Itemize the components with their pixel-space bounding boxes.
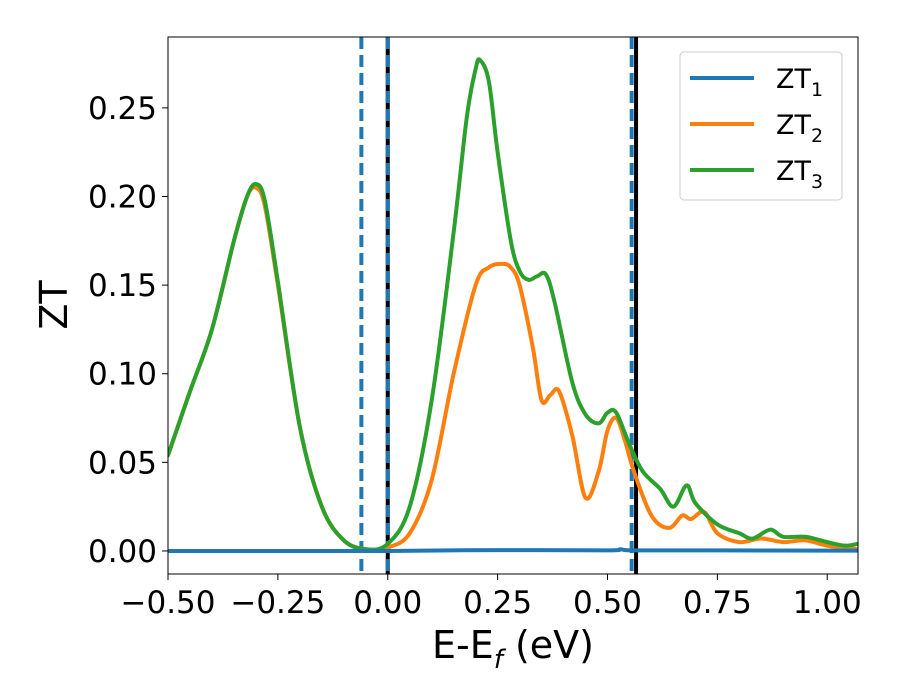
y-axis-label: ZT (32, 280, 76, 330)
y-tick-label: 0.20 (88, 180, 157, 216)
series-line-zt3 (168, 57, 858, 552)
plot-frame (167, 36, 859, 575)
y-tick-label: 0.25 (88, 91, 157, 127)
x-tick-label: 0.75 (683, 585, 752, 621)
x-tick-label: 1.00 (793, 585, 862, 621)
legend-label-zt1: ZT1 (776, 64, 823, 101)
legend-label-zt2: ZT2 (776, 110, 823, 147)
x-tick-label: 0.00 (353, 585, 422, 621)
x-tick-label: −0.50 (121, 585, 216, 621)
x-tick-label: 0.25 (463, 585, 532, 621)
series-line-zt1 (168, 547, 858, 554)
y-tick-label: 0.00 (88, 534, 157, 570)
legend: ZT1 ZT2 ZT3 (679, 51, 843, 201)
x-tick-label: 0.50 (573, 585, 642, 621)
x-tick-label: −0.25 (230, 585, 325, 621)
y-tick-label: 0.05 (88, 445, 157, 481)
y-tick-label: 0.15 (88, 268, 157, 304)
legend-label-zt3: ZT3 (776, 156, 823, 193)
legend-box (679, 51, 843, 201)
y-tick-label: 0.10 (88, 357, 157, 393)
x-axis-label: E-Ef (eV) (432, 623, 594, 675)
x-axis-label-unit: (eV) (503, 623, 594, 667)
